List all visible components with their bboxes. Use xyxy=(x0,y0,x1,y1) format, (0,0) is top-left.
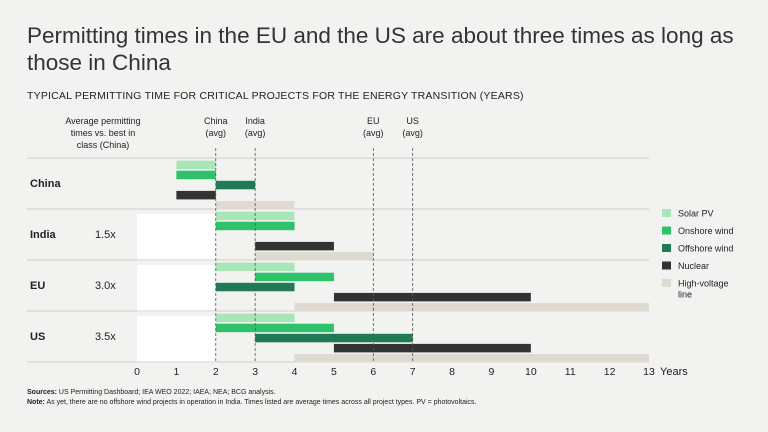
bar-eu-solar-pv xyxy=(215,262,295,272)
legend-swatch-high-voltage-line xyxy=(662,279,671,287)
category-label-china: China xyxy=(30,178,61,190)
x-tick-label: 4 xyxy=(292,366,298,378)
sources-line: Sources: US Permitting Dashboard; IEA WE… xyxy=(27,388,747,398)
x-tick-label: 5 xyxy=(331,366,337,378)
category-label-india: India xyxy=(30,229,57,241)
legend-swatch-solar-pv xyxy=(662,209,671,217)
chart-title: Permitting times in the EU and the US ar… xyxy=(27,23,734,75)
reference-label-us: (avg) xyxy=(402,128,423,138)
reference-label-eu: (avg) xyxy=(363,128,384,138)
reference-label-china: (avg) xyxy=(206,128,227,138)
reference-label-eu: EU xyxy=(367,116,380,126)
x-tick-label: 2 xyxy=(213,366,219,378)
bar-china-onshore-wind xyxy=(176,170,216,180)
bar-eu-high-voltage-line xyxy=(294,303,649,312)
row-header-text: class (China) xyxy=(77,140,130,150)
x-tick-label: 7 xyxy=(410,366,416,378)
bar-eu-onshore-wind xyxy=(255,272,334,282)
legend-swatch-nuclear xyxy=(662,261,671,270)
reference-label-china: China xyxy=(204,116,228,126)
x-tick-label: 1 xyxy=(173,366,179,378)
best-in-class-highlight xyxy=(137,316,216,363)
legend-label: High-voltage xyxy=(678,279,729,289)
legend-label: Solar PV xyxy=(678,209,714,219)
x-tick-label: 3 xyxy=(252,366,258,378)
note-text: As yet, there are no offshore wind proje… xyxy=(44,399,477,406)
bar-eu-nuclear xyxy=(333,292,531,302)
legend-swatch-offshore-wind xyxy=(662,244,671,252)
ratio-label-us: 3.5x xyxy=(95,331,116,343)
ratio-label-eu: 3.0x xyxy=(95,280,116,292)
legend-label: Nuclear xyxy=(678,261,709,271)
bar-us-solar-pv xyxy=(215,313,295,323)
best-in-class-highlight xyxy=(137,265,216,312)
legend-swatch-onshore-wind xyxy=(662,226,671,235)
legend-label: Onshore wind xyxy=(678,226,734,236)
ratio-label-india: 1.5x xyxy=(95,229,116,241)
row-header-text: Average permitting xyxy=(65,116,140,126)
bar-us-offshore-wind xyxy=(255,333,413,343)
bar-us-nuclear xyxy=(333,343,531,353)
reference-label-us: US xyxy=(406,116,419,126)
bar-eu-offshore-wind xyxy=(215,282,295,292)
bar-india-nuclear xyxy=(255,241,334,251)
best-in-class-highlight xyxy=(137,214,216,261)
note-line: Note: As yet, there are no offshore wind… xyxy=(27,398,747,408)
bar-india-high-voltage-line xyxy=(255,252,374,261)
x-tick-label: 10 xyxy=(525,366,537,378)
x-tick-label: 11 xyxy=(565,366,576,378)
legend-label: Offshore wind xyxy=(678,244,733,254)
sources-text: US Permitting Dashboard; IEA WEO 2022; I… xyxy=(56,389,276,396)
x-tick-label: 9 xyxy=(489,366,495,378)
x-tick-label: 13 xyxy=(643,366,655,378)
x-axis-label: Years xyxy=(660,366,688,378)
x-tick-label: 12 xyxy=(604,366,616,378)
category-label-eu: EU xyxy=(30,280,45,292)
sources-label: Sources: xyxy=(27,389,57,396)
bar-china-nuclear xyxy=(176,190,216,200)
bar-china-offshore-wind xyxy=(215,180,256,190)
reference-label-india: India xyxy=(245,116,265,126)
x-tick-label: 8 xyxy=(449,366,455,378)
note-label: Note: xyxy=(27,399,45,406)
bar-us-high-voltage-line xyxy=(294,354,649,363)
bar-us-onshore-wind xyxy=(215,323,334,333)
reference-label-india: (avg) xyxy=(245,128,266,138)
footer: Sources: US Permitting Dashboard; IEA WE… xyxy=(27,388,747,408)
category-label-us: US xyxy=(30,331,45,343)
row-header-text: times vs. best in xyxy=(71,128,136,138)
bar-china-solar-pv xyxy=(176,160,216,170)
legend-label: line xyxy=(678,290,692,300)
chart-subtitle: TYPICAL PERMITTING TIME FOR CRITICAL PRO… xyxy=(27,90,524,102)
x-tick-label: 6 xyxy=(370,366,376,378)
x-tick-label: 0 xyxy=(134,366,140,378)
